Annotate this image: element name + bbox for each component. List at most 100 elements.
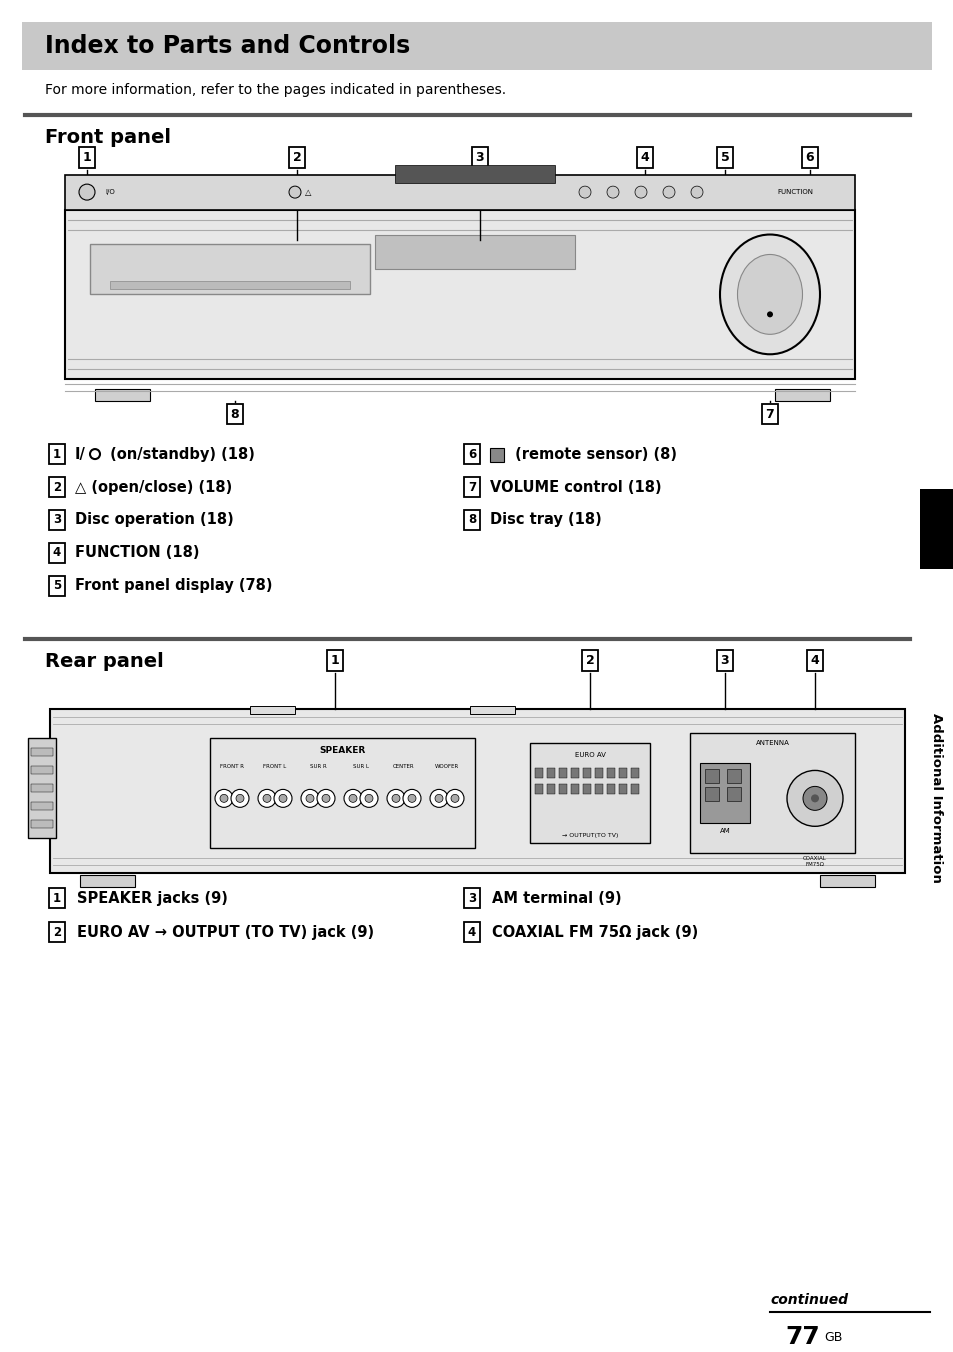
Bar [606,784,615,795]
Circle shape [322,795,330,802]
Bar [606,768,615,779]
Text: (remote sensor) (8): (remote sensor) (8) [510,446,677,461]
Circle shape [79,184,95,200]
Bar [250,706,294,714]
Text: 7: 7 [468,480,476,493]
Bar [65,210,854,379]
Text: △: △ [305,188,312,196]
Circle shape [359,790,377,807]
Text: Front panel display (78): Front panel display (78) [75,579,273,594]
Circle shape [306,795,314,802]
Bar [30,767,53,775]
Text: 4: 4 [52,546,61,560]
Bar [110,281,350,289]
Bar [571,784,578,795]
Text: 3: 3 [52,514,61,526]
Circle shape [263,795,271,802]
Bar [919,489,953,569]
Circle shape [365,795,373,802]
Bar [546,784,555,795]
Circle shape [446,790,463,807]
Circle shape [635,187,646,199]
Text: FUNCTION: FUNCTION [776,189,812,195]
Bar [595,768,602,779]
Circle shape [344,790,361,807]
Bar [726,769,740,783]
Text: continued: continued [769,1294,847,1307]
Bar [535,768,542,779]
Circle shape [690,187,702,199]
Bar [558,784,566,795]
Text: Additional Information: Additional Information [929,714,943,883]
Text: Front panel: Front panel [45,128,171,147]
Text: GB: GB [823,1330,841,1344]
Circle shape [402,790,420,807]
Circle shape [810,795,818,802]
Text: Rear panel: Rear panel [45,652,164,671]
Text: 2: 2 [52,926,61,938]
Circle shape [662,187,675,199]
Text: 3: 3 [476,151,484,164]
Circle shape [257,790,275,807]
Circle shape [214,790,233,807]
Bar [546,768,555,779]
Text: 4: 4 [810,654,819,667]
Bar [30,749,53,757]
Bar [704,769,719,783]
Bar [630,768,639,779]
Bar [595,784,602,795]
Bar [774,389,829,402]
Circle shape [231,790,249,807]
Text: FRONT L: FRONT L [263,764,286,769]
Text: △ (open/close) (18): △ (open/close) (18) [75,480,232,495]
Text: 8: 8 [231,408,239,420]
Circle shape [766,311,772,318]
Text: 1: 1 [331,654,339,667]
Bar [558,768,566,779]
Circle shape [274,790,292,807]
Text: COAXIAL
FM75Ω: COAXIAL FM75Ω [802,856,826,867]
Text: VOLUME control (18): VOLUME control (18) [490,480,661,495]
Bar [704,787,719,802]
Bar [689,734,854,853]
Text: WOOFER: WOOFER [435,764,458,769]
Text: 3: 3 [720,654,728,667]
Text: CENTER: CENTER [393,764,415,769]
Circle shape [349,795,356,802]
Text: AM: AM [719,829,730,834]
Text: ANTENNA: ANTENNA [755,741,789,746]
Circle shape [786,771,842,826]
Text: → OUTPUT(TO TV): → OUTPUT(TO TV) [561,833,618,838]
Circle shape [606,187,618,199]
Text: SUR R: SUR R [310,764,326,769]
Circle shape [435,795,442,802]
Text: 8: 8 [467,514,476,526]
Text: 3: 3 [468,892,476,904]
Text: Disc tray (18): Disc tray (18) [490,512,601,527]
Bar [490,448,503,462]
Circle shape [220,795,228,802]
Text: I/O: I/O [105,189,114,195]
Circle shape [278,795,287,802]
Bar [820,875,874,887]
Bar [50,708,904,873]
Bar [700,764,749,823]
Circle shape [430,790,448,807]
Bar [30,802,53,810]
Text: 5: 5 [52,579,61,592]
Bar [65,174,854,210]
Circle shape [387,790,405,807]
Bar [395,165,555,183]
Bar [28,738,56,838]
Text: COAXIAL FM 75Ω jack (9): COAXIAL FM 75Ω jack (9) [492,925,698,940]
Bar [618,768,626,779]
Circle shape [289,187,301,199]
Bar [726,787,740,802]
Text: 2: 2 [293,151,301,164]
Bar [530,744,649,844]
Circle shape [408,795,416,802]
Text: SUR L: SUR L [353,764,369,769]
Circle shape [392,795,399,802]
Text: 4: 4 [467,926,476,938]
Bar [90,245,370,295]
